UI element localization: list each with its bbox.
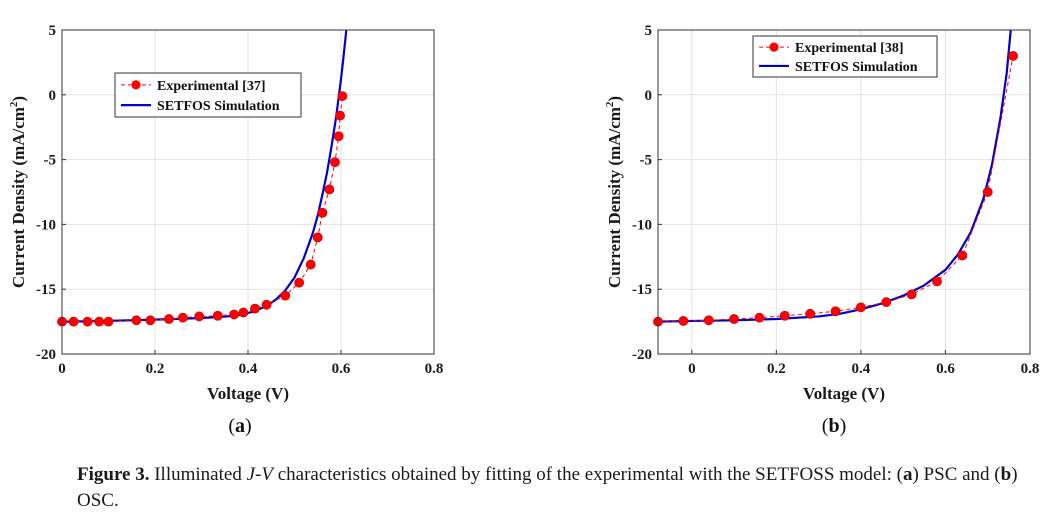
data-point bbox=[805, 308, 816, 319]
x-axis-label-b: Voltage (V) bbox=[803, 384, 885, 403]
x-tick-label: 0 bbox=[58, 361, 66, 377]
caption-text-3: ) PSC and ( bbox=[912, 464, 1001, 485]
legend-marker-experimental bbox=[769, 42, 779, 52]
panel-label-a: (a) bbox=[228, 415, 251, 437]
data-point bbox=[754, 312, 765, 323]
y-tick-label: -20 bbox=[36, 347, 56, 363]
data-point bbox=[94, 316, 105, 327]
data-point bbox=[280, 290, 291, 301]
caption-prefix: Figure 3. bbox=[77, 464, 150, 485]
x-tick-label: 0.6 bbox=[936, 361, 955, 377]
data-point bbox=[881, 297, 892, 308]
data-point bbox=[317, 207, 328, 218]
caption-text-1: Illuminated bbox=[149, 464, 247, 485]
x-tick-label: 0.2 bbox=[146, 361, 165, 377]
y-axis-label-a: Current Density (mA/cm2) bbox=[8, 96, 28, 288]
y-tick-label: 0 bbox=[645, 88, 653, 104]
data-point bbox=[82, 316, 93, 327]
x-tick-label: 0.4 bbox=[852, 361, 871, 377]
legend-label-simulation: SETFOS Simulation bbox=[795, 60, 918, 75]
x-tick-label: 0.4 bbox=[239, 361, 258, 377]
data-point bbox=[194, 311, 205, 322]
data-point bbox=[103, 316, 114, 327]
y-tick-label: -5 bbox=[640, 153, 653, 169]
data-point bbox=[932, 276, 942, 287]
caption-text-4: ) OSC. bbox=[77, 464, 1018, 511]
data-point bbox=[261, 299, 272, 310]
y-tick-label: -10 bbox=[632, 217, 652, 233]
tick-labels-a: 0 0.2 0.4 0.6 0.8 -20 -15 -10 -5 0 5 bbox=[36, 23, 443, 377]
data-point bbox=[145, 315, 156, 326]
y-tick-label: -5 bbox=[44, 153, 57, 169]
data-point bbox=[250, 303, 260, 314]
data-point bbox=[678, 316, 689, 326]
data-point bbox=[68, 316, 79, 327]
axes-frame-b bbox=[657, 29, 1031, 355]
data-point bbox=[337, 91, 348, 101]
data-point bbox=[830, 306, 841, 317]
data-point bbox=[1008, 51, 1018, 61]
data-point bbox=[238, 307, 249, 318]
legend-b: Experimental [38] SETFOS Simulation bbox=[752, 35, 938, 78]
data-point bbox=[305, 259, 316, 270]
data-point bbox=[729, 314, 739, 324]
y-tick-label: -15 bbox=[36, 282, 56, 298]
legend-box bbox=[752, 35, 938, 78]
y-tick-label: -15 bbox=[632, 282, 652, 298]
y-tick-label: -20 bbox=[632, 347, 652, 363]
x-tick-label: 0.8 bbox=[425, 361, 444, 377]
caption-text-2: characteristics obtained by fitting of t… bbox=[272, 464, 903, 485]
data-point bbox=[906, 289, 917, 300]
legend-marker-experimental bbox=[131, 80, 141, 90]
data-point bbox=[294, 277, 305, 288]
caption-b: b bbox=[1000, 464, 1012, 485]
x-tick-label: 0 bbox=[688, 361, 696, 377]
data-point bbox=[177, 312, 188, 323]
y-tick-label: 0 bbox=[49, 88, 57, 104]
data-point bbox=[335, 110, 345, 121]
data-point bbox=[982, 187, 993, 197]
caption-italic: J-V bbox=[246, 464, 273, 485]
legend-label-experimental: Experimental [37] bbox=[157, 79, 265, 94]
figure-caption: Figure 3. Illuminated J-V characteristic… bbox=[77, 462, 1037, 514]
y-tick-label: 5 bbox=[49, 23, 57, 39]
legend-label-simulation: SETFOS Simulation bbox=[157, 99, 280, 114]
y-tick-label: 5 bbox=[645, 23, 653, 39]
data-point bbox=[312, 232, 323, 243]
data-point bbox=[703, 315, 714, 326]
legend-a: Experimental [37] SETFOS Simulation bbox=[114, 72, 302, 118]
tick-labels-b: 0 0.2 0.4 0.6 0.8 -20 -15 -10 -5 0 5 bbox=[632, 23, 1039, 377]
data-point bbox=[957, 250, 968, 261]
chart-panel-a: 0 0.2 0.4 0.6 0.8 -20 -15 -10 -5 0 5 Voltage (V) C… bbox=[8, 23, 443, 437]
y-tick-label: -10 bbox=[36, 217, 56, 233]
data-point bbox=[856, 302, 866, 313]
x-tick-label: 0.6 bbox=[332, 361, 351, 377]
data-point bbox=[229, 309, 239, 320]
plot-area-b bbox=[658, 30, 1030, 354]
data-point bbox=[212, 310, 223, 321]
x-tick-label: 0.8 bbox=[1021, 361, 1040, 377]
legend-label-experimental: Experimental [38] bbox=[795, 41, 903, 56]
data-point bbox=[164, 314, 174, 324]
data-point bbox=[333, 131, 344, 142]
data-point bbox=[131, 315, 142, 326]
data-point bbox=[779, 310, 790, 321]
data-point bbox=[324, 184, 335, 195]
axes-frame-a bbox=[61, 29, 435, 355]
legend-box bbox=[114, 72, 302, 118]
data-point bbox=[330, 157, 340, 168]
y-axis-label-b: Current Density (mA/cm2) bbox=[604, 96, 624, 288]
caption-a: a bbox=[902, 464, 913, 485]
panel-label-b: (b) bbox=[822, 415, 846, 437]
chart-panel-b: 0 0.2 0.4 0.6 0.8 -20 -15 -10 -5 0 5 Voltage (V) C… bbox=[604, 23, 1039, 437]
x-tick-label: 0.2 bbox=[767, 361, 786, 377]
x-axis-label-a: Voltage (V) bbox=[207, 384, 289, 403]
